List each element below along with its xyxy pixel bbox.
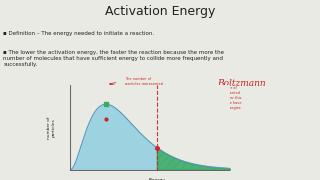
Text: The number of
particles represented
by the area under this
plot of this curve do: The number of particles represented by t… [125,77,166,106]
Text: Energy: Energy [148,178,166,180]
Text: ▪ The lower the activation energy, the faster the reaction because the more the
: ▪ The lower the activation energy, the f… [3,50,224,67]
Text: number of
particles: number of particles [47,117,55,139]
Text: Boltzmann: Boltzmann [218,79,266,88]
Text: Activation Energy: Activation Energy [105,5,215,18]
Text: ▪ Definition – The energy needed to initiate a reaction.: ▪ Definition – The energy needed to init… [3,31,154,36]
Text: Only the number of
particles represented
by the area under this
plot of the curv: Only the number of particles represented… [202,86,241,115]
